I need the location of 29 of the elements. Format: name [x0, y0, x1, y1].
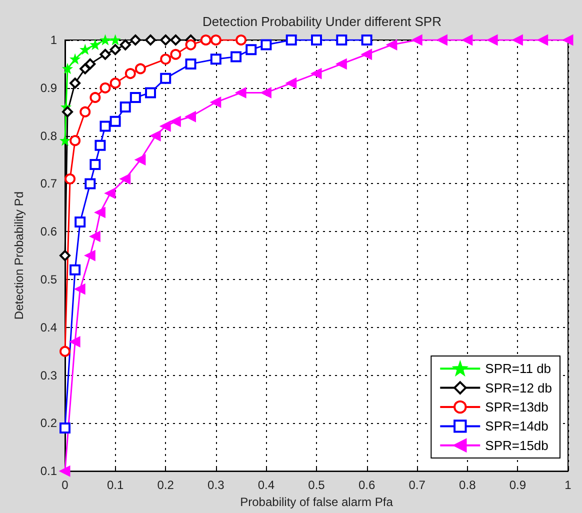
x-tick-label: 0.4 [258, 478, 275, 492]
x-tick-label: 0.3 [208, 478, 225, 492]
legend-label: SPR=13db [485, 400, 548, 414]
x-tick-label: 0.2 [157, 478, 174, 492]
x-tick-label: 0.8 [459, 478, 476, 492]
x-tick-label: 1 [564, 478, 572, 492]
x-tick-label: 0.5 [308, 478, 326, 492]
y-tick-label: 0.7 [40, 176, 58, 191]
y-tick-label: 0.8 [40, 128, 58, 143]
x-tick-label: 0.6 [358, 478, 376, 492]
y-tick-label: 0.1 [40, 464, 58, 478]
y-tick-label: 0.5 [40, 272, 58, 286]
legend-label: SPR=12 db [485, 380, 552, 396]
y-tick-label: 0.2 [40, 416, 58, 430]
legend-label: SPR=14db [485, 418, 548, 434]
x-tick-label: 0.9 [509, 478, 526, 492]
y-tick-label: 0.3 [40, 368, 58, 382]
legend-label: SPR=15db [485, 438, 548, 453]
y-tick-label: 1 [50, 33, 58, 47]
x-tick-label: 0 [62, 478, 69, 492]
legend-label: SPR=11 db [485, 361, 552, 376]
chart-title: Detection Probability Under different SPR [202, 14, 442, 29]
x-axis-title: Probability of false alarm Pfa [240, 495, 394, 509]
y-axis-title: Detection Probability Pd [12, 192, 26, 320]
y-tick-label: 0.6 [40, 224, 58, 239]
y-tick-label: 0.9 [40, 80, 58, 95]
x-tick-label: 0.1 [106, 478, 124, 492]
y-tick-label: 0.4 [40, 320, 58, 334]
x-tick-label: 0.7 [408, 478, 426, 492]
